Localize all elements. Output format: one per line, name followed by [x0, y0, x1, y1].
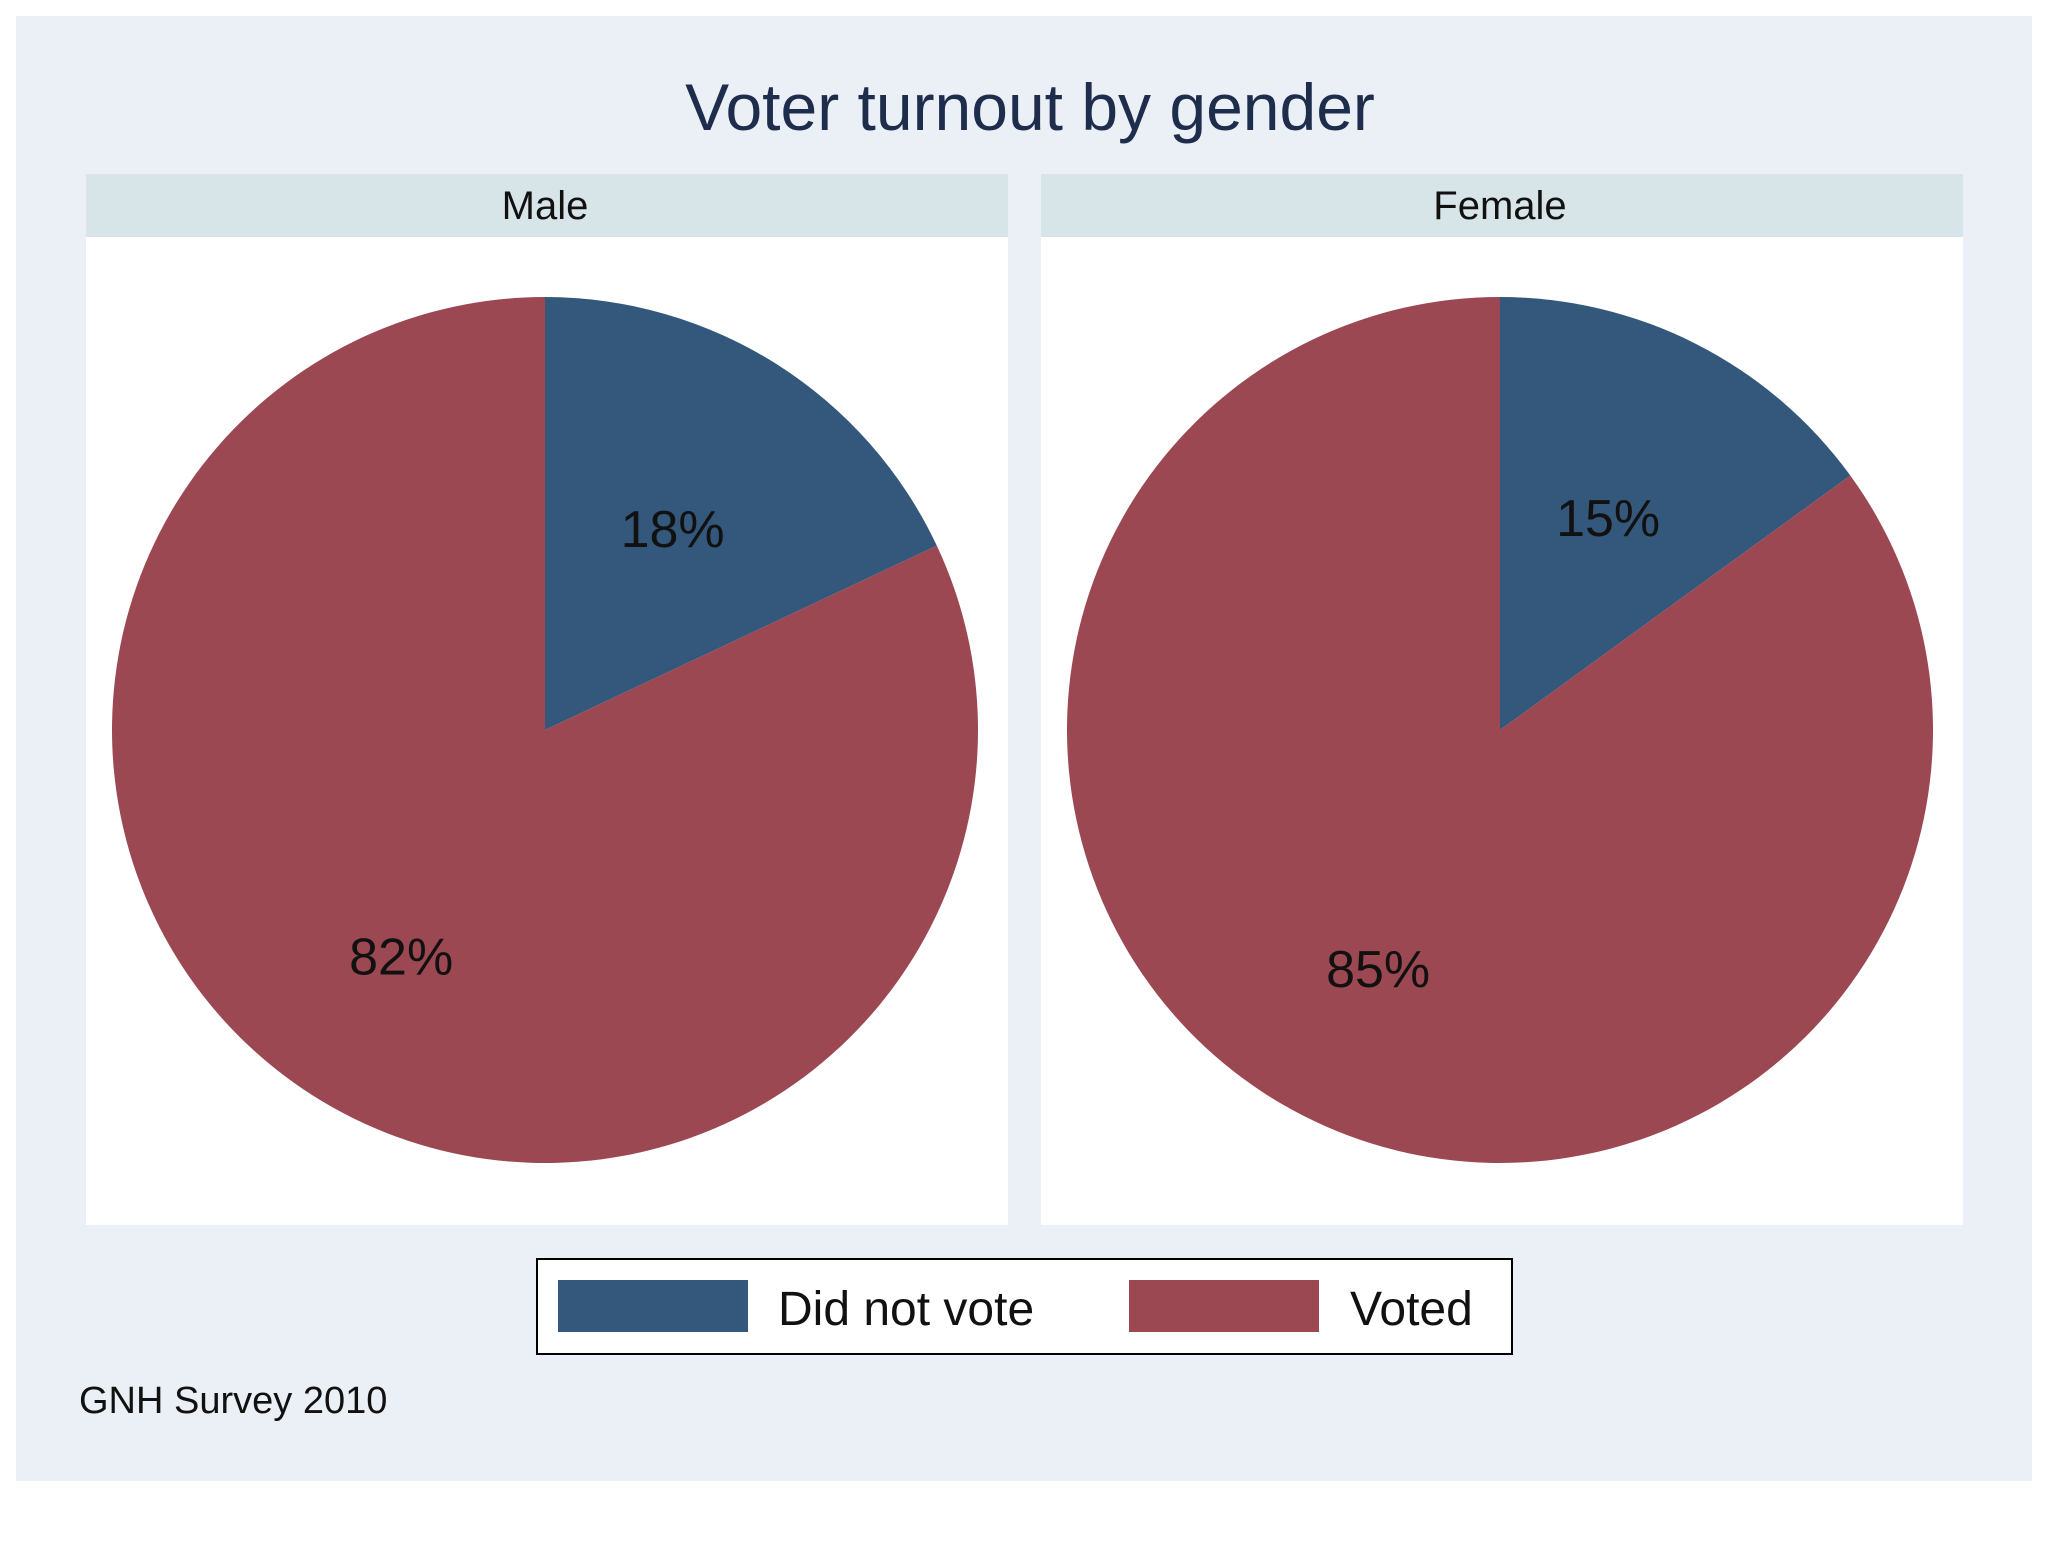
pie-female: 15% 85% [1067, 297, 1933, 1163]
pie-label-male-did-not-vote: 18% [621, 501, 725, 559]
legend-swatch-did-not-vote [558, 1280, 748, 1332]
legend-label-did-not-vote: Did not vote [778, 1283, 1034, 1336]
pie-slice-male-voted [111, 297, 979, 1163]
panel-female-label: Female [1433, 184, 1566, 228]
panel-male-label: Male [502, 184, 589, 228]
pie-male: 18% 82% [111, 297, 979, 1163]
legend-swatch-voted [1129, 1280, 1319, 1332]
panel-male-strip [86, 174, 1008, 237]
panel-female: Female 15% 85% [1041, 174, 1963, 1225]
chart-title: Voter turnout by gender [685, 70, 1375, 144]
pie-label-female-did-not-vote: 15% [1556, 490, 1660, 548]
panel-female-strip [1041, 174, 1963, 237]
panel-male: Male 18% 82% [86, 174, 1008, 1225]
pie-slice-female-did-not-vote [1500, 297, 1851, 730]
pie-slice-male-did-not-vote [545, 297, 937, 730]
chart-note: GNH Survey 2010 [79, 1380, 387, 1422]
pie-label-male-voted: 82% [349, 929, 453, 987]
legend-label-voted: Voted [1350, 1283, 1473, 1336]
pie-label-female-voted: 85% [1326, 941, 1430, 999]
pie-slice-female-voted [1067, 297, 1933, 1163]
legend: Did not vote Voted [536, 1258, 1513, 1355]
